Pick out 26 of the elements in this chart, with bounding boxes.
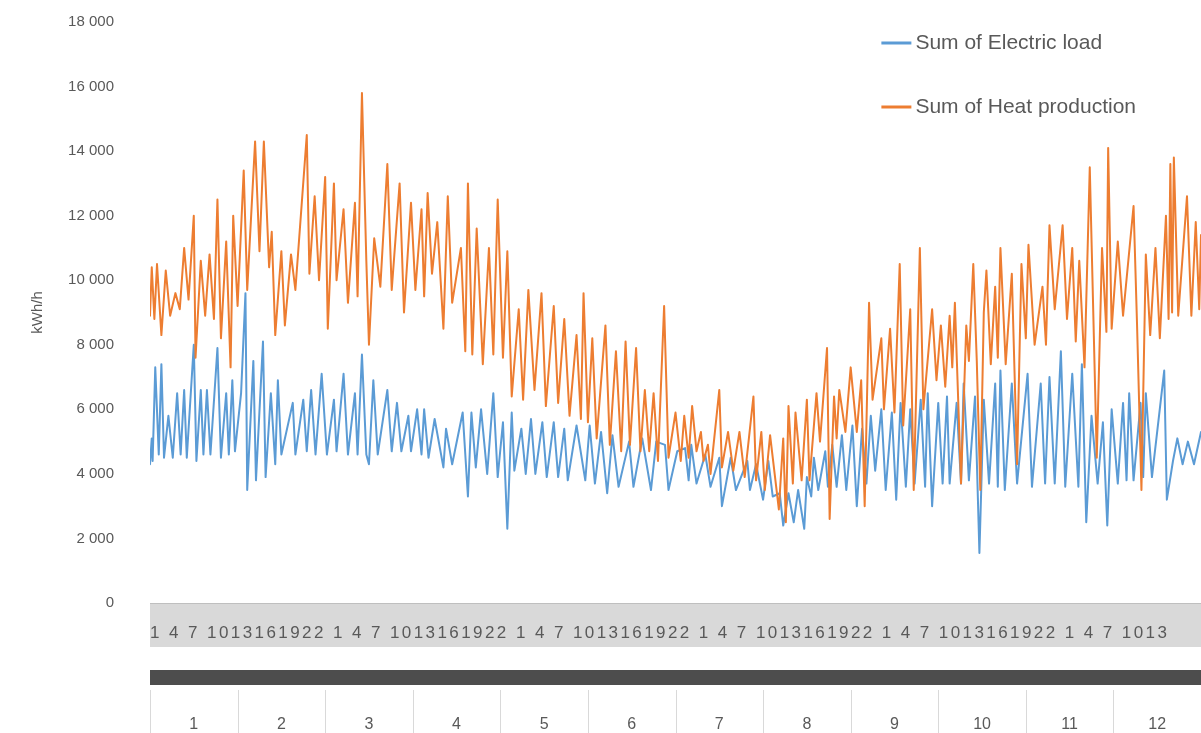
y-tick-label: 4 000 [76,464,114,482]
x-tick-label: 4 [452,715,462,733]
y-tick-label: 8 000 [76,334,114,352]
x-tick-label: 7 [714,715,724,733]
x-tick-label: 12 [1148,715,1167,733]
y-tick-label: 14 000 [68,141,114,159]
y-tick-label: 0 [105,593,114,611]
x-tick-label: 1 [189,715,199,733]
y-tick-label: 2 000 [76,528,114,546]
y-axis-title: kWh/h [28,291,46,334]
y-tick-label: 12 000 [68,205,114,223]
y-tick-label: 16 000 [68,76,114,94]
x-tick-label: 11 [1061,715,1079,733]
x-tick-label: 6 [627,715,637,733]
legend-label: Sum of Heat production [915,93,1136,117]
x-tick-label: 5 [539,715,549,733]
legend-label: Sum of Electric load [915,29,1103,53]
x-tick-label: 9 [890,715,900,733]
text: 1 4 7 1013161922 1 4 7 1013161922 1 4 7 1013161922 1 4 7 1013161922 1 4 7 1013161922 1 4 7 1013 [150,622,1170,642]
x-tick-label: 3 [364,715,374,733]
y-tick-label: 10 000 [68,270,114,288]
x-tick-label: 8 [802,715,812,733]
y-tick-label: 18 000 [68,12,114,30]
x-tick-label: 10 [973,715,992,733]
y-tick-label: 6 000 [76,399,114,417]
x-tick-label: 2 [276,715,286,733]
